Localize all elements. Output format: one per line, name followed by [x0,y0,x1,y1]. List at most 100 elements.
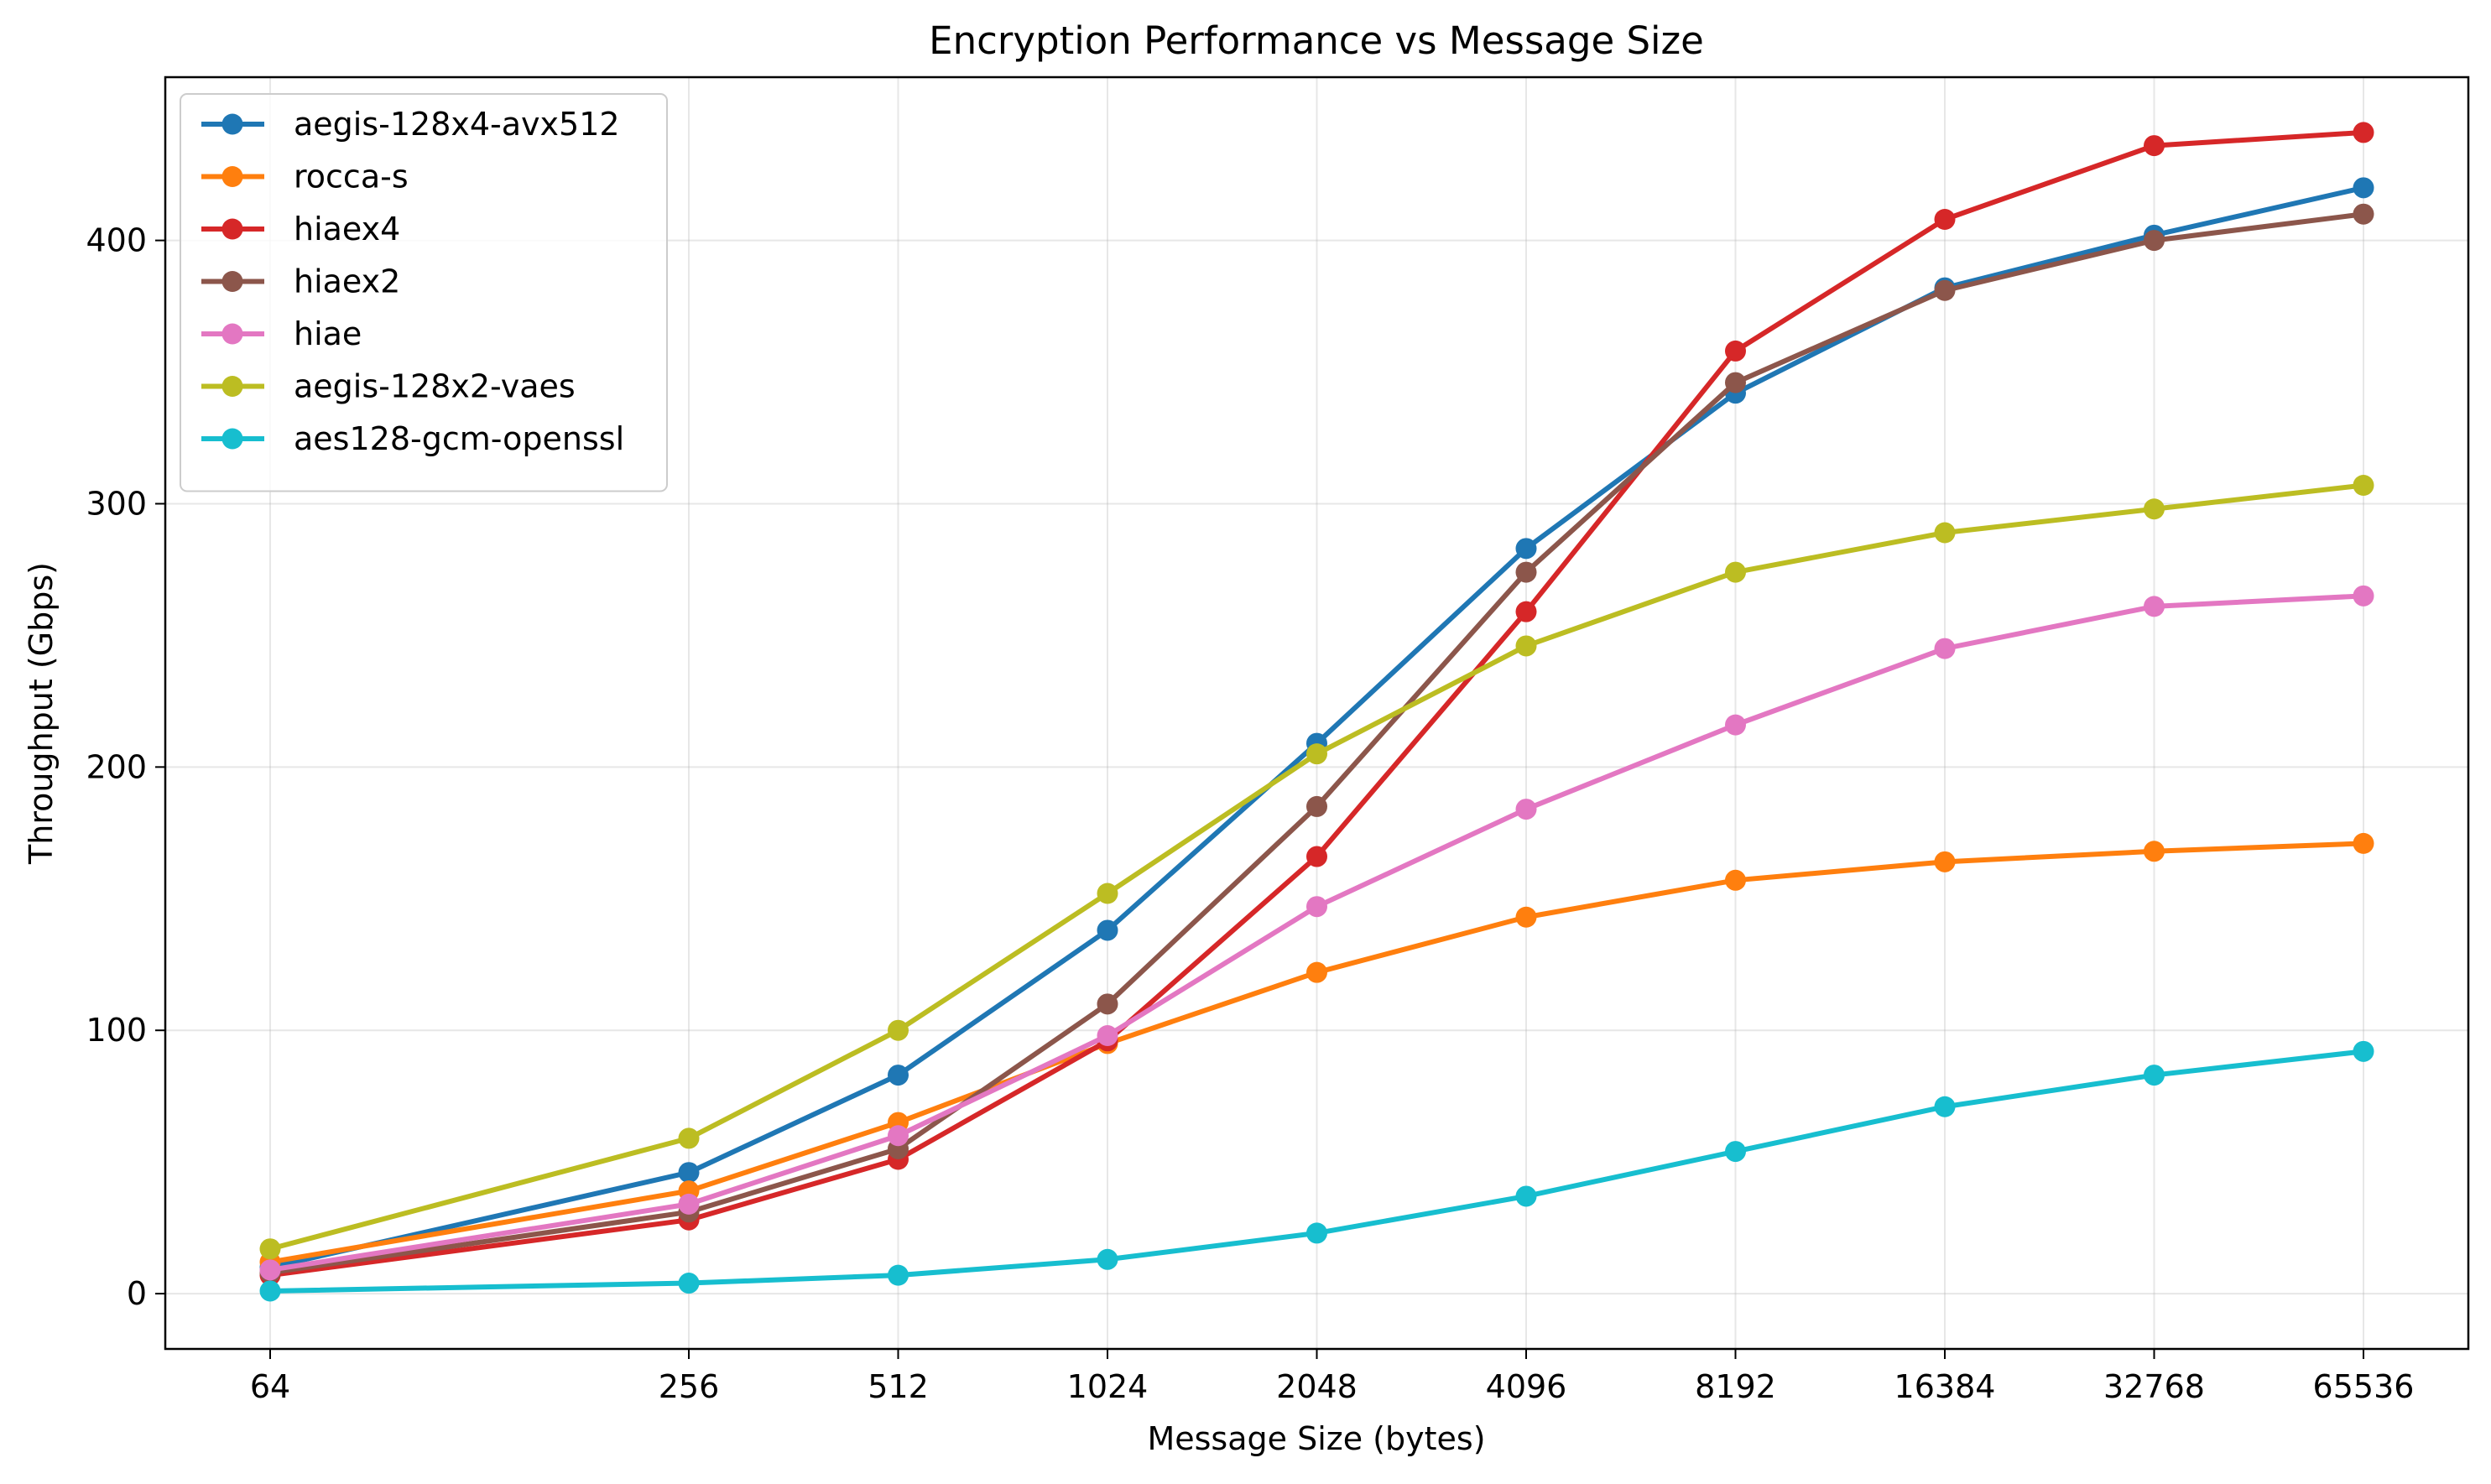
data-point [1097,919,1118,941]
data-point [678,1162,700,1184]
data-point [1306,896,1327,918]
legend-label: hiae [294,315,362,352]
legend-marker [221,271,243,292]
data-point [2353,203,2374,225]
series-line [268,1049,2366,1294]
data-point [2353,1040,2374,1062]
data-point [1515,906,1537,928]
data-point [2353,475,2374,497]
x-tick-label: 8192 [1695,1368,1776,1405]
data-point [1725,1141,1746,1163]
legend-item: aes128-gcm-openssl [201,420,624,457]
data-point [1306,795,1327,817]
legend-item: hiaex2 [201,263,400,300]
legend-item: aegis-128x2-vaes [201,368,576,405]
data-point [2144,135,2165,157]
data-point [1934,1096,1956,1117]
data-point [1725,869,1746,891]
data-point [678,1127,700,1149]
data-point [1306,1222,1327,1244]
legend-label: hiaex4 [294,211,400,247]
data-point [888,1125,909,1147]
legend-label: aegis-128x4-avx512 [294,106,620,143]
data-point [1934,851,1956,872]
data-point [2353,122,2374,143]
data-point [1934,638,1956,659]
x-tick-label: 65536 [2313,1368,2415,1405]
y-tick-label: 200 [86,748,147,785]
data-point [1725,561,1746,583]
legend-item: hiaex4 [201,211,400,247]
x-tick-label: 4096 [1486,1368,1567,1405]
series-line [268,482,2366,1252]
y-tick-label: 100 [86,1012,147,1049]
legend-marker [221,376,243,397]
legend-marker [221,323,243,345]
data-point [1097,1024,1118,1046]
data-point [2144,596,2165,617]
series-line [268,211,2366,1275]
data-point [1725,340,1746,362]
legend-label: hiaex2 [294,263,400,300]
series-aegis-128x2-vaes [259,475,2374,1260]
legend-item: aegis-128x4-avx512 [201,106,620,143]
data-point [1515,601,1537,622]
x-tick-label: 512 [868,1368,929,1405]
legend-label: rocca-s [294,159,409,195]
series-hiae [259,585,2374,1281]
data-point [888,1264,909,1286]
data-point [2144,230,2165,252]
data-point [1097,1248,1118,1270]
data-point [2353,585,2374,607]
x-tick-label: 64 [250,1368,290,1405]
x-tick-label: 2048 [1276,1368,1358,1405]
legend-label: aes128-gcm-openssl [294,420,624,457]
y-tick-label: 300 [86,485,147,522]
legend-item: hiae [201,315,362,352]
data-point [1515,1185,1537,1207]
chart-title: Encryption Performance vs Message Size [929,18,1704,63]
data-point [259,1238,281,1260]
series-line [268,593,2366,1273]
x-tick-label: 16384 [1894,1368,1996,1405]
data-point [2144,1065,2165,1086]
series-line [268,185,2366,1270]
legend-marker [221,428,243,450]
data-point [1934,279,1956,301]
data-point [1515,799,1537,820]
data-point [1725,372,1746,393]
data-point [1515,561,1537,583]
data-point [678,1193,700,1215]
data-point [1934,208,1956,230]
y-axis: 0 100 200 300 400 [86,222,165,1312]
legend-marker [221,218,243,240]
data-point [1725,714,1746,736]
data-point [1097,883,1118,904]
data-point [1306,846,1327,867]
data-point [2144,498,2165,520]
data-point [678,1273,700,1294]
data-point [259,1259,281,1281]
data-point [1515,635,1537,657]
data-point [1097,993,1118,1015]
series-line [268,841,2366,1265]
series-aes128-gcm-openssl [259,1040,2374,1302]
legend-marker [221,166,243,187]
series-aegis-128x4-avx512 [259,177,2374,1278]
data-point [2144,841,2165,862]
data-point [2353,177,2374,199]
x-axis-label: Message Size (bytes) [1147,1420,1485,1457]
x-tick-label: 32768 [2103,1368,2205,1405]
x-tick-label: 256 [659,1368,720,1405]
x-axis: 64 256 512 1024 2048 4096 8192 16384 32768 65536 [250,1349,2415,1405]
data-point [1306,961,1327,983]
legend: aegis-128x4-avx512 rocca-s hiaex4 hiaex2 hia… [180,93,668,492]
data-point [1306,743,1327,765]
data-point [888,1019,909,1041]
data-point [1934,522,1956,544]
data-point [888,1065,909,1086]
data-point [1515,538,1537,560]
legend-marker [221,113,243,135]
data-point [2353,832,2374,854]
